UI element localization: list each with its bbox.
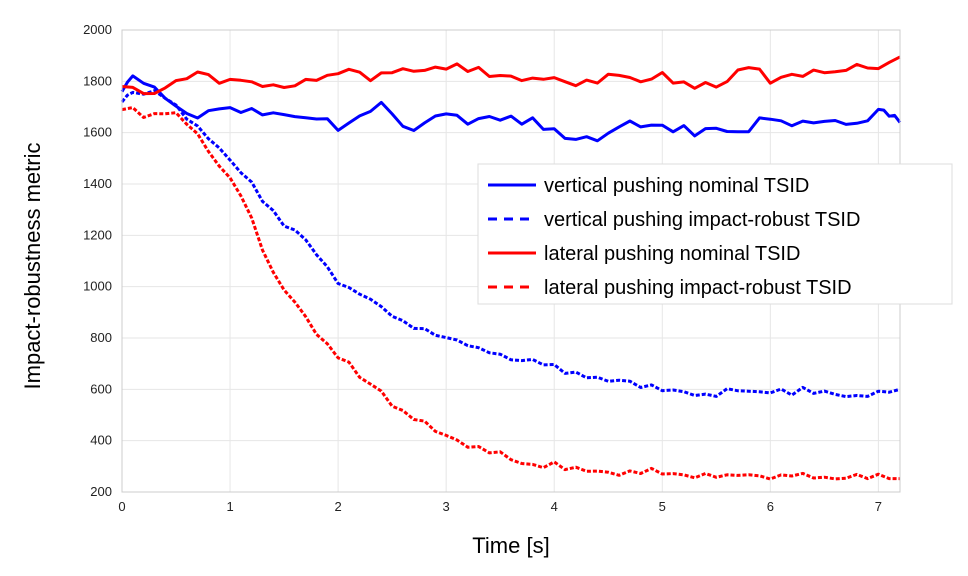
- y-tick-label: 600: [90, 381, 112, 396]
- legend-label-3: lateral pushing nominal TSID: [544, 243, 800, 265]
- y-tick-label: 200: [90, 484, 112, 499]
- series-group: [120, 55, 902, 481]
- x-tick-label: 7: [875, 499, 882, 514]
- y-tick-label: 400: [90, 433, 112, 448]
- x-tick-label: 3: [443, 499, 450, 514]
- series-line-4: [121, 106, 901, 481]
- legend-label-2: vertical pushing impact-robust TSID: [544, 209, 860, 231]
- y-tick-label: 1400: [83, 176, 112, 191]
- series-line-2: [120, 89, 901, 399]
- legend-label-1: vertical pushing nominal TSID: [544, 175, 809, 197]
- y-axis-title: Impact-robustness metric: [20, 143, 45, 390]
- x-tick-label: 1: [226, 499, 233, 514]
- series-line-3: [121, 55, 901, 96]
- legend-label-4: lateral pushing impact-robust TSID: [544, 277, 852, 299]
- y-tick-label: 1200: [83, 227, 112, 242]
- y-tick-label: 2000: [83, 22, 112, 37]
- x-tick-label: 5: [659, 499, 666, 514]
- series-line-1: [120, 74, 902, 143]
- x-tick-label: 4: [551, 499, 558, 514]
- y-tick-label: 1800: [83, 73, 112, 88]
- legend: vertical pushing nominal TSID vertical pu…: [477, 163, 953, 305]
- legend-box: [477, 163, 953, 305]
- y-tick-label: 1000: [83, 279, 112, 294]
- y-tick-label: 800: [90, 330, 112, 345]
- x-tick-label: 2: [334, 499, 341, 514]
- x-tick-label: 6: [767, 499, 774, 514]
- x-tick-label: 0: [118, 499, 125, 514]
- y-tick-label: 1600: [83, 125, 112, 140]
- tick-labels: 0 1 2 3 4 5 6 7 200 400 600 800 1000 1200 1400 1600 1800…: [83, 22, 882, 514]
- x-axis-title: Time [s]: [472, 533, 549, 558]
